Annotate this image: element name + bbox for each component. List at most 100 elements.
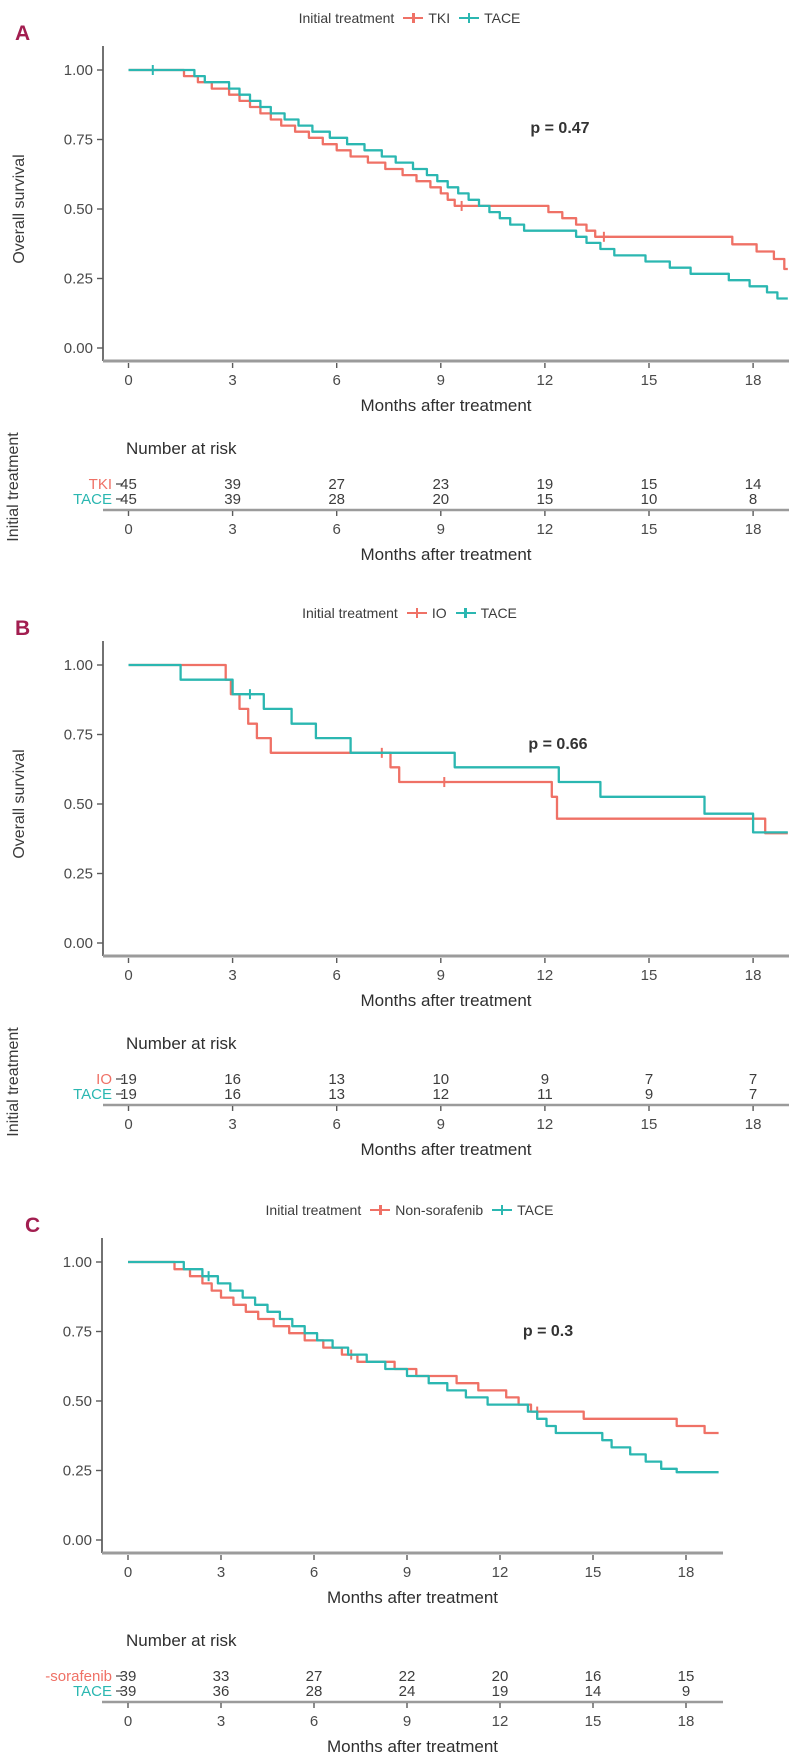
risk-count: 36 [213, 1683, 230, 1700]
y-tick-label: 0.50 [63, 1393, 92, 1410]
y-tick-label: 0.25 [63, 1463, 92, 1480]
risk-x-tick-label: 9 [437, 521, 445, 538]
risk-count: 7 [645, 1071, 653, 1088]
risk-count: 27 [328, 476, 345, 493]
y-tick-label: 1.00 [64, 62, 93, 79]
risk-count: 13 [328, 1086, 345, 1103]
risk-count: 7 [749, 1086, 757, 1103]
y-tick-label: 0.50 [64, 201, 93, 218]
risk-count: 15 [641, 476, 658, 493]
survival-curve-non-sorafenib [128, 1260, 719, 1435]
panel-letter: A [15, 22, 31, 45]
legend-item-tace: TACE [459, 10, 520, 26]
risk-x-tick-label: 9 [403, 1713, 411, 1730]
legend-item-tki: TKI [403, 10, 450, 26]
censor-plus-icon [403, 12, 424, 25]
risk-x-tick-label: 6 [333, 521, 341, 538]
y-tick-label: 0.75 [64, 132, 93, 149]
legend-label: TACE [517, 1202, 554, 1218]
risk-x-axis-title: Months after treatment [326, 1737, 499, 1756]
p-value: p = 0.66 [528, 736, 588, 753]
y-tick-label: 0.25 [64, 866, 93, 883]
p-value: p = 0.47 [530, 120, 590, 137]
censor-plus-icon [492, 1204, 513, 1217]
y-axis-title: Overall survival [11, 749, 28, 859]
x-tick-label: 0 [124, 372, 132, 389]
risk-count: 10 [432, 1071, 449, 1088]
risk-count: 15 [537, 491, 554, 508]
x-tick-label: 9 [437, 967, 445, 984]
x-tick-label: 18 [745, 372, 762, 389]
panel-letter: C [25, 1214, 41, 1237]
risk-x-tick-label: 15 [641, 1116, 658, 1133]
risk-count: 13 [328, 1071, 345, 1088]
risk-count: 19 [120, 1071, 137, 1088]
risk-count: 24 [399, 1683, 416, 1700]
censor-plus-icon [459, 12, 480, 25]
risk-row-label: TACE [73, 491, 112, 508]
y-axis-title: Overall survival [11, 154, 28, 264]
x-tick-label: 9 [403, 1564, 411, 1581]
y-tick-label: 0.00 [64, 935, 93, 952]
risk-x-tick-label: 12 [537, 521, 554, 538]
x-tick-label: 0 [124, 1564, 132, 1581]
survival-curve-tace [128, 1260, 719, 1474]
censor-plus-icon [406, 607, 427, 620]
x-tick-label: 3 [228, 967, 236, 984]
censor-plus-icon [370, 1204, 391, 1217]
risk-count: 19 [537, 476, 554, 493]
y-tick-label: 1.00 [63, 1254, 92, 1271]
legend-item-io: IO [406, 605, 447, 621]
risk-count: 20 [492, 1668, 509, 1685]
risk-row-label: TACE [73, 1086, 112, 1103]
legend-item-tace: TACE [455, 605, 517, 621]
legend: Initial treatment TKI TACE [0, 8, 793, 28]
risk-count: 9 [645, 1086, 653, 1103]
legend-label: TKI [428, 10, 451, 26]
risk-x-tick-label: 0 [124, 521, 132, 538]
y-tick-label: 0.25 [64, 271, 93, 288]
risk-count: 45 [120, 476, 137, 493]
y-tick-label: 0.75 [64, 727, 93, 744]
y-tick-label: 0.00 [64, 340, 93, 357]
risk-count: 19 [120, 1086, 137, 1103]
x-tick-label: 0 [124, 967, 132, 984]
legend-title: Initial treatment [265, 1202, 362, 1218]
panel-b-km-plot: 1.00 0.75 0.50 0.25 0.00 0 3 6 9 12 15 18 19 16 13 10 9 7… [0, 595, 793, 1192]
x-tick-label: 3 [217, 1564, 225, 1581]
risk-x-axis-title: Months after treatment [360, 545, 532, 564]
x-tick-label: 12 [537, 372, 554, 389]
y-tick-label: 0.00 [63, 1532, 92, 1549]
x-tick-label: 18 [745, 967, 762, 984]
p-value: p = 0.3 [522, 1323, 574, 1340]
risk-x-tick-label: 12 [492, 1713, 509, 1730]
panel-c-km-plot: 1.00 0.75 0.50 0.25 0.00 0 3 6 9 12 15 18 39 33 27 22 20… [0, 1192, 793, 1762]
risk-count: 39 [224, 491, 241, 508]
risk-count: 8 [749, 491, 757, 508]
risk-x-axis-title: Months after treatment [360, 1140, 532, 1159]
survival-curve-tace [128, 68, 788, 300]
risk-x-tick-label: 3 [217, 1713, 225, 1730]
survival-curve-io [128, 663, 788, 835]
x-tick-label: 18 [678, 1564, 695, 1581]
y-tick-label: 0.75 [63, 1324, 92, 1341]
risk-x-tick-label: 12 [537, 1116, 554, 1133]
risk-x-tick-label: 18 [745, 1116, 762, 1133]
legend-label: Non-sorafenib [395, 1202, 484, 1218]
x-tick-label: 15 [641, 372, 658, 389]
risk-table-title: Number at risk [126, 1034, 237, 1053]
risk-x-tick-label: 15 [641, 521, 658, 538]
risk-count: 12 [432, 1086, 449, 1103]
legend-label: IO [431, 605, 447, 621]
risk-count: 39 [120, 1668, 137, 1685]
risk-count: 39 [120, 1683, 137, 1700]
risk-row-label: -sorafenib [45, 1668, 112, 1685]
risk-count: 11 [537, 1086, 553, 1103]
risk-count: 14 [745, 476, 762, 493]
risk-count: 28 [306, 1683, 323, 1700]
legend-title: Initial treatment [302, 605, 398, 621]
risk-row-label: TACE [73, 1683, 112, 1700]
legend: Initial treatment IO TACE [0, 603, 793, 623]
